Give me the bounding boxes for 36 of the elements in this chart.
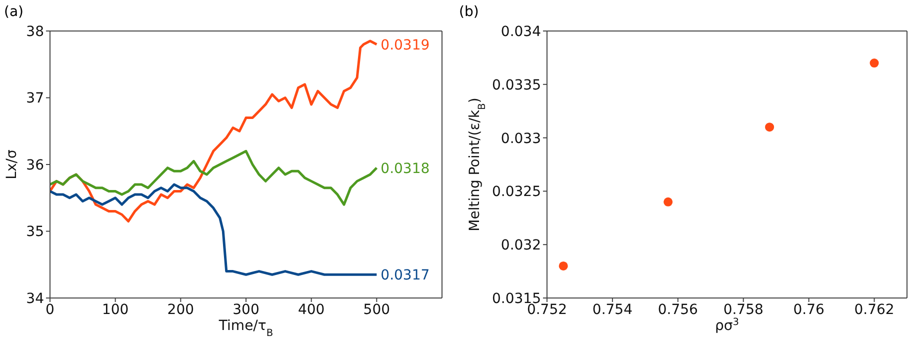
y-tick-label: 0.032 bbox=[500, 238, 541, 254]
series-label: 0.0318 bbox=[380, 160, 430, 177]
line-series bbox=[50, 183, 378, 276]
x-axis-title: Time/τ$_{B}$ bbox=[218, 318, 274, 338]
x-axis-title: ρσ$^{3}$ bbox=[715, 316, 739, 334]
series-label: 0.0319 bbox=[380, 37, 430, 54]
x-tick-label: 0.76 bbox=[793, 302, 824, 318]
point bbox=[664, 197, 673, 206]
x-tick-label: 300 bbox=[232, 302, 260, 318]
y-tick-label: 38 bbox=[26, 24, 44, 40]
x-tick-label: 0.758 bbox=[723, 302, 764, 318]
line-series bbox=[50, 150, 378, 206]
x-tick-label: 500 bbox=[363, 302, 390, 318]
y-tick-label: 0.034 bbox=[500, 24, 542, 40]
point bbox=[870, 58, 879, 68]
x-tick-label: 0.754 bbox=[592, 302, 633, 318]
y-tick-label: 0.0335 bbox=[492, 77, 541, 94]
line-series bbox=[50, 40, 378, 222]
text: (b) bbox=[459, 4, 479, 20]
x-tick-label: 0.756 bbox=[658, 302, 698, 318]
point bbox=[558, 261, 568, 270]
y-tick-label: 35 bbox=[26, 224, 44, 240]
y-tick-label: 37 bbox=[26, 90, 44, 107]
x-tick-label: 0.762 bbox=[854, 302, 894, 318]
y-tick-label: 0.0325 bbox=[492, 184, 541, 200]
series-label: 0.0317 bbox=[380, 268, 430, 284]
x-tick-label: 100 bbox=[102, 302, 129, 318]
x-tick-label: 200 bbox=[167, 302, 194, 318]
y-axis-title: Lx/σ bbox=[4, 150, 20, 180]
point bbox=[765, 122, 774, 132]
x-tick-label: 400 bbox=[298, 302, 325, 318]
y-tick-label: 0.033 bbox=[500, 130, 541, 147]
y-tick-label: 34 bbox=[26, 290, 44, 307]
x-tick-label: 0 bbox=[46, 302, 54, 318]
y-tick-label: 36 bbox=[26, 157, 44, 174]
text: (a) bbox=[4, 4, 24, 20]
